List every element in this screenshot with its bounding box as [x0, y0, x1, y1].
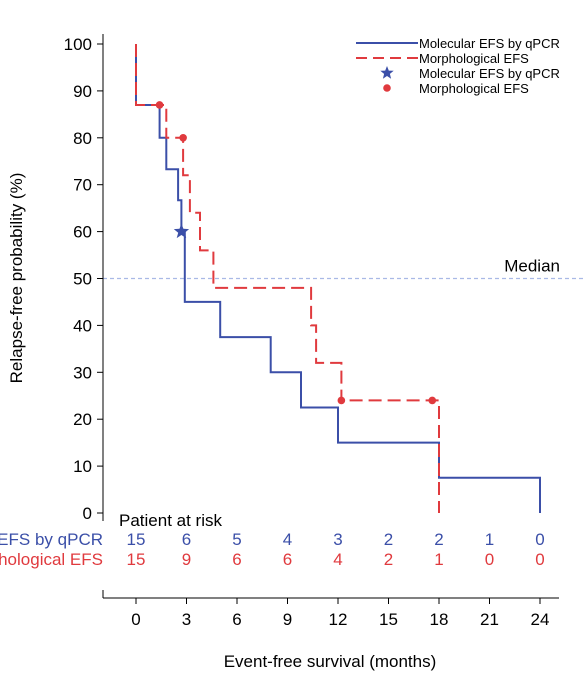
y-tick-label: 80: [73, 129, 92, 148]
risk-count: 2: [384, 530, 393, 549]
risk-count: 0: [535, 550, 544, 569]
risk-count: 1: [434, 550, 443, 569]
x-tick-label: 21: [480, 610, 499, 629]
risk-count: 6: [283, 550, 292, 569]
risk-count: 0: [485, 550, 494, 569]
legend-label: Morphological EFS: [419, 81, 529, 96]
y-tick-label: 90: [73, 82, 92, 101]
risk-count: 15: [127, 550, 146, 569]
risk-count: 6: [182, 530, 191, 549]
risk-table: Patient at risk Molecular EFS by qPCR156…: [0, 511, 545, 569]
series-layer: [135, 44, 541, 513]
censor-dot-marker: [155, 101, 164, 109]
x-tick-label: 6: [232, 610, 241, 629]
risk-count: 5: [232, 530, 241, 549]
legend-dot-marker: [383, 84, 391, 92]
y-axis-label: Relapse-free probability (%): [7, 173, 26, 384]
x-tick-label: 12: [329, 610, 348, 629]
censor-dot-marker: [428, 396, 437, 405]
median-label: Median: [504, 257, 560, 276]
risk-count: 4: [333, 550, 342, 569]
risk-count: 1: [485, 530, 494, 549]
legend-star-marker: [380, 66, 394, 79]
risk-count: 0: [535, 530, 544, 549]
risk-count: 4: [283, 530, 292, 549]
y-tick-label: 30: [73, 363, 92, 382]
risk-count: 9: [182, 550, 191, 569]
y-tick-label: 10: [73, 457, 92, 476]
risk-row-label: Morphological EFS: [0, 550, 103, 569]
x-axis-label: Event-free survival (months): [224, 652, 437, 671]
y-tick-label: 20: [73, 410, 92, 429]
censor-dot-marker: [337, 396, 346, 405]
risk-table-title: Patient at risk: [119, 511, 222, 530]
risk-count: 3: [333, 530, 342, 549]
risk-count: 2: [434, 530, 443, 549]
y-tick-label: 70: [73, 176, 92, 195]
series-line-1: [135, 44, 541, 513]
series-line-2: [135, 44, 440, 513]
censor-dot-marker: [179, 134, 187, 142]
legend-label: Molecular EFS by qPCR: [419, 66, 560, 81]
x-tick-label: 18: [430, 610, 449, 629]
y-tick-label: 40: [73, 316, 92, 335]
x-tick-label: 15: [379, 610, 398, 629]
y-tick-label: 100: [64, 35, 92, 54]
x-tick-label: 0: [131, 610, 140, 629]
y-tick-label: 0: [83, 504, 92, 523]
legend-label: Morphological EFS: [419, 51, 529, 66]
legend-label: Molecular EFS by qPCR: [419, 36, 560, 51]
y-tick-label: 50: [73, 270, 92, 289]
risk-count: 6: [232, 550, 241, 569]
risk-count: 2: [384, 550, 393, 569]
censor-star-marker: [173, 223, 190, 239]
median-layer: Median: [103, 257, 584, 280]
x-tick-label: 9: [283, 610, 292, 629]
risk-row-label: Molecular EFS by qPCR: [0, 530, 103, 549]
x-tick-label: 24: [531, 610, 550, 629]
x-tick-label: 3: [182, 610, 191, 629]
y-tick-label: 60: [73, 223, 92, 242]
risk-count: 15: [127, 530, 146, 549]
